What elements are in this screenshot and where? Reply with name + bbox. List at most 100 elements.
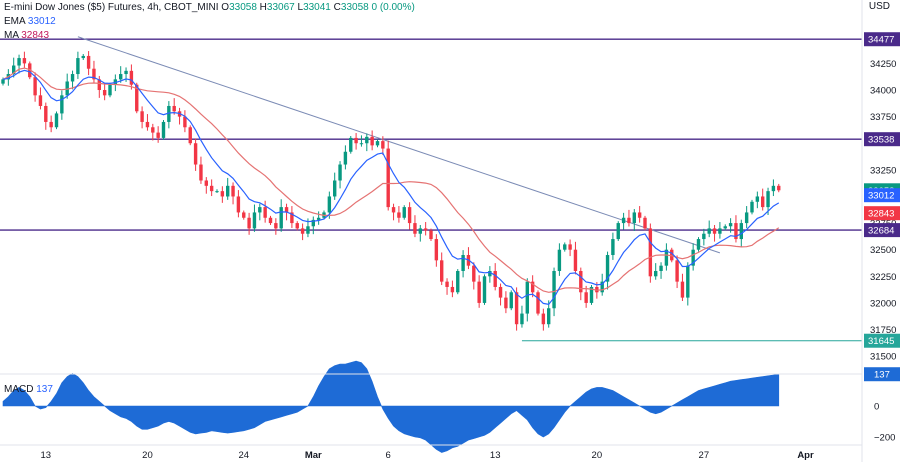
candle-14 bbox=[76, 51, 80, 79]
candle-90 bbox=[482, 274, 487, 305]
candle-131 bbox=[702, 228, 706, 246]
candle-body bbox=[563, 244, 567, 250]
candle-body bbox=[124, 70, 128, 75]
candle-94 bbox=[504, 291, 508, 314]
candle-108 bbox=[579, 267, 583, 301]
candle-body bbox=[771, 185, 776, 192]
candle-44 bbox=[236, 190, 241, 218]
symbol-title[interactable]: E-mini Dow Jones ($5) Futures, 4h, CBOT_… bbox=[4, 2, 219, 13]
candle-101 bbox=[541, 308, 546, 331]
candle-body bbox=[44, 105, 48, 122]
candle-86 bbox=[461, 250, 465, 278]
tag-background bbox=[864, 223, 900, 238]
candle-76 bbox=[407, 202, 412, 230]
candle-body bbox=[579, 270, 583, 293]
legend-ema-row[interactable]: EMA 33012 bbox=[4, 16, 56, 27]
candle-body bbox=[493, 270, 497, 287]
candle-37 bbox=[199, 156, 203, 184]
candle-body bbox=[284, 207, 289, 213]
candle-body bbox=[611, 239, 615, 256]
candle-body bbox=[306, 226, 310, 234]
candle-48 bbox=[258, 203, 262, 221]
candle-104 bbox=[557, 243, 562, 276]
candle-body bbox=[338, 164, 342, 181]
change-value: 0 (0.00%) bbox=[371, 2, 415, 13]
candle-41 bbox=[220, 186, 225, 203]
candle-93 bbox=[498, 283, 503, 306]
candle-67 bbox=[359, 135, 364, 147]
tag-label: 32684 bbox=[868, 226, 894, 237]
candle-26 bbox=[140, 106, 144, 129]
high-value: 33067 bbox=[266, 2, 295, 13]
candle-118 bbox=[632, 209, 636, 231]
candle-body bbox=[199, 164, 203, 181]
candle-body bbox=[616, 223, 620, 240]
price-tick-32500: 32500 bbox=[870, 245, 896, 256]
candle-50 bbox=[268, 215, 273, 225]
candle-body bbox=[482, 276, 487, 303]
candle-body bbox=[402, 207, 406, 218]
candle-body bbox=[140, 111, 144, 122]
candle-body bbox=[76, 58, 80, 75]
candle-3 bbox=[17, 54, 21, 74]
candle-body bbox=[621, 217, 626, 224]
candle-body bbox=[573, 249, 578, 271]
ema-line bbox=[2, 69, 780, 306]
candle-body bbox=[17, 58, 21, 66]
candle-39 bbox=[209, 179, 214, 197]
candle-17 bbox=[92, 60, 96, 83]
candle-body bbox=[509, 292, 513, 309]
legend-macd-row[interactable]: MACD 137 bbox=[4, 384, 53, 395]
candle-body bbox=[391, 207, 396, 213]
candle-body bbox=[145, 121, 150, 128]
candle-body bbox=[407, 207, 412, 224]
candle-body bbox=[252, 212, 257, 229]
candle-75 bbox=[402, 205, 406, 220]
candle-body bbox=[477, 281, 481, 303]
candle-85 bbox=[456, 269, 460, 295]
candle-body bbox=[568, 244, 572, 250]
price-tick-31500: 31500 bbox=[870, 352, 896, 363]
candle-12 bbox=[65, 73, 69, 99]
candle-body bbox=[712, 228, 717, 234]
candle-body bbox=[536, 292, 540, 314]
candle-100 bbox=[536, 290, 540, 316]
candle-body bbox=[97, 79, 101, 91]
open-value: 33058 bbox=[229, 2, 257, 13]
candle-body bbox=[22, 58, 27, 64]
time-axis[interactable]: 13 20 24 Mar 6 13 20 27 Apr bbox=[41, 450, 814, 461]
macd-value: 137 bbox=[36, 384, 53, 395]
moving-average-lines bbox=[2, 67, 780, 306]
candle-74 bbox=[397, 206, 401, 223]
candle-72 bbox=[386, 140, 390, 211]
candle-46 bbox=[247, 212, 251, 235]
level-tag-1: 33538 bbox=[864, 132, 900, 147]
candle-42 bbox=[226, 177, 230, 200]
candle-body bbox=[38, 95, 43, 106]
candle-body bbox=[343, 151, 348, 165]
support-tag: 31645 bbox=[864, 333, 900, 348]
candle-19 bbox=[102, 83, 107, 101]
candle-122 bbox=[654, 263, 658, 280]
candle-body bbox=[12, 65, 16, 75]
candle-body bbox=[327, 196, 332, 213]
legend-ma-row[interactable]: MA 32843 bbox=[4, 30, 49, 41]
candle-125 bbox=[670, 247, 674, 263]
candle-body bbox=[761, 196, 765, 208]
candle-139 bbox=[744, 206, 749, 228]
candle-body bbox=[354, 137, 358, 144]
ema-value: 33012 bbox=[27, 16, 56, 27]
candle-body bbox=[456, 270, 460, 293]
candle-body bbox=[220, 191, 225, 197]
candle-body bbox=[434, 239, 439, 261]
candle-128 bbox=[686, 262, 690, 306]
price-tick-33250: 33250 bbox=[870, 165, 896, 176]
candle-body bbox=[349, 137, 353, 152]
candle-106 bbox=[568, 239, 572, 257]
tag-background bbox=[864, 206, 900, 221]
macd-tick-1: −200 bbox=[874, 433, 895, 444]
candle-body bbox=[386, 148, 390, 208]
candle-body bbox=[247, 217, 251, 229]
candle-body bbox=[734, 223, 738, 240]
